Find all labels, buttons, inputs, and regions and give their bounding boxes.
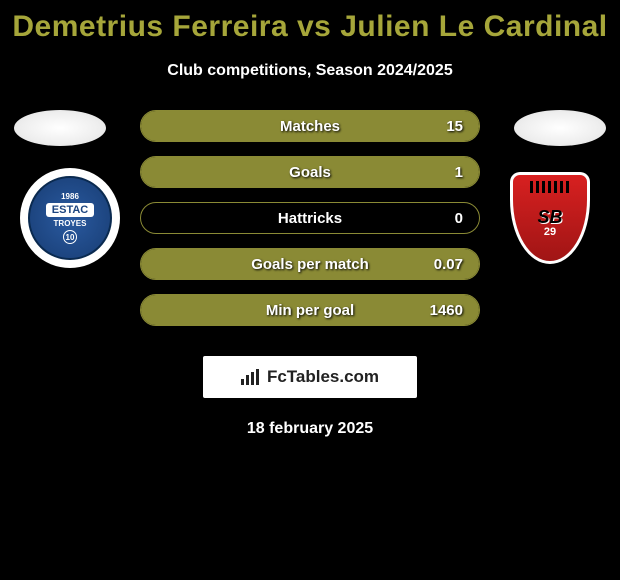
vs-text: vs — [297, 10, 331, 43]
badge-name: ESTAC — [46, 203, 94, 217]
brand-badge: FcTables.com — [203, 356, 417, 398]
date-text: 18 february 2025 — [0, 420, 620, 438]
stat-row: Goals 1 — [140, 156, 480, 188]
player2-avatar — [514, 110, 606, 146]
player1-club-badge: 1986 ESTAC TROYES 10 — [20, 168, 120, 268]
badge-sb: SB — [537, 207, 562, 228]
stat-label: Hattricks — [278, 210, 342, 227]
player1-name: Demetrius Ferreira — [12, 10, 288, 43]
stat-row: Min per goal 1460 — [140, 294, 480, 326]
stat-row: Matches 15 — [140, 110, 480, 142]
brand-text: FcTables.com — [267, 367, 379, 387]
page-title: Demetrius Ferreira vs Julien Le Cardinal — [0, 0, 620, 44]
chart-icon — [241, 369, 261, 385]
stat-label: Goals — [289, 164, 331, 181]
player2-name: Julien Le Cardinal — [340, 10, 607, 43]
badge-year: 1986 — [61, 192, 79, 201]
badge-city: TROYES — [54, 219, 87, 228]
brest-badge-icon: SB 29 — [510, 172, 590, 264]
badge-num: 10 — [63, 230, 77, 244]
stat-value: 1460 — [430, 302, 463, 319]
stat-row: Goals per match 0.07 — [140, 248, 480, 280]
estac-badge-icon: 1986 ESTAC TROYES 10 — [28, 176, 112, 260]
stat-label: Goals per match — [251, 256, 369, 273]
stats-list: Matches 15 Goals 1 Hattricks 0 Goals per match… — [140, 110, 480, 340]
stat-value: 15 — [446, 118, 463, 135]
comparison-content: 1986 ESTAC TROYES 10 SB 29 Matches15Goal… — [0, 110, 620, 350]
badge-29: 29 — [544, 226, 556, 238]
stat-value: 0.07 — [434, 256, 463, 273]
stat-value: 1 — [455, 164, 463, 181]
stat-row: Hattricks 0 — [140, 202, 480, 234]
stat-label: Matches — [280, 118, 340, 135]
player1-avatar — [14, 110, 106, 146]
subtitle: Club competitions, Season 2024/2025 — [0, 62, 620, 80]
stat-value: 0 — [455, 210, 463, 227]
stat-label: Min per goal — [266, 302, 354, 319]
player2-club-badge: SB 29 — [500, 168, 600, 268]
